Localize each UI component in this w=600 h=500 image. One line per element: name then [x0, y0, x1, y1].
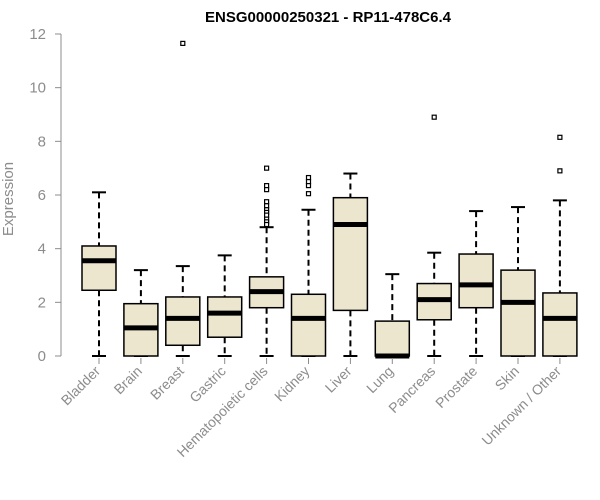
outlier-point [305, 174, 312, 181]
y-tick-label: 10 [29, 80, 46, 97]
x-tick-label: Brain [111, 363, 145, 397]
outlier-point [431, 114, 437, 120]
box-prostate [458, 210, 494, 357]
box-liver [332, 172, 369, 357]
outlier-point [264, 165, 270, 171]
box-iqr [458, 253, 494, 309]
y-tick-label: 6 [38, 187, 46, 204]
y-tick-label: 8 [38, 133, 46, 150]
y-axis-label: Expression [0, 162, 17, 236]
x-tick-label: Breast [147, 363, 187, 403]
box-gastric [206, 254, 243, 357]
box-unknown-other [542, 134, 578, 357]
box-breast [165, 40, 201, 357]
outlier-point [305, 191, 312, 197]
box-iqr [374, 320, 411, 357]
box-iqr [332, 196, 369, 312]
box-iqr [500, 269, 536, 357]
boxes-group [81, 40, 578, 359]
y-tick-label: 0 [38, 348, 46, 365]
box-iqr [81, 245, 117, 292]
y-tick-label: 4 [38, 241, 46, 258]
box-iqr [542, 292, 578, 357]
box-bladder [81, 191, 117, 357]
outlier-point [557, 168, 563, 174]
outlier-point [264, 187, 270, 193]
x-tick-label: Prostate [432, 363, 480, 411]
x-tick-label: Pancreas [385, 363, 438, 416]
box-pancreas [416, 114, 452, 357]
x-tick-label: Bladder [58, 363, 104, 409]
outlier-point [264, 203, 270, 209]
box-iqr [290, 293, 327, 357]
chart-title: ENSG00000250321 - RP11-478C6.4 [205, 9, 452, 26]
x-tick-label: Unknown / Other [478, 363, 564, 449]
box-skin [500, 206, 536, 357]
outlier-point [305, 178, 312, 185]
box-brain [123, 269, 159, 357]
x-tick-label: Kidney [271, 363, 313, 405]
outlier-point [264, 183, 270, 189]
x-tick-label: Liver [322, 363, 355, 396]
y-tick-label: 2 [38, 294, 46, 311]
box-iqr [206, 296, 243, 338]
outlier-point [557, 134, 563, 140]
box-lung [374, 273, 411, 359]
outlier-point [180, 40, 186, 46]
y-tick-label: 12 [29, 26, 46, 43]
x-tick-label: Skin [492, 363, 523, 394]
box-kidney [290, 174, 327, 357]
box-hematopoietic-cells [248, 165, 285, 357]
y-axis-ticks: 0 2 4 6 8 10 12 [29, 26, 61, 365]
outlier-point [264, 199, 270, 205]
outlier-point [264, 212, 270, 218]
box-iqr [165, 296, 201, 347]
x-tick-label: Lung [363, 363, 396, 396]
outlier-point [305, 183, 312, 189]
outlier-point [264, 221, 270, 228]
